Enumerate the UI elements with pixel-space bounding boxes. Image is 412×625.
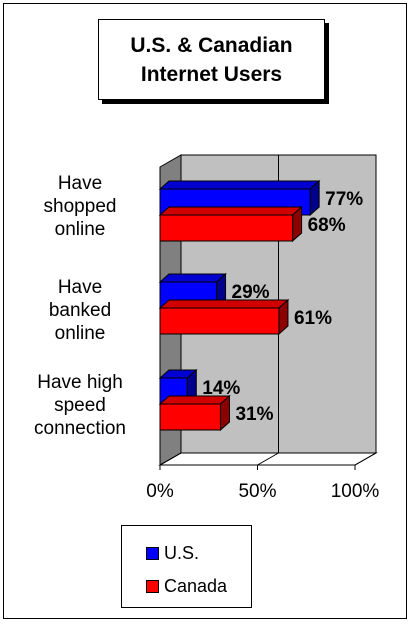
bar-shopped-canada-top <box>158 206 303 216</box>
category-label-shopped: Have shopped online <box>5 172 155 241</box>
floor-line-50 <box>257 452 279 466</box>
bar-banked-canada-top <box>158 299 290 309</box>
legend-item-canada: Canada <box>146 576 227 597</box>
chart-title: U.S. & Canadian Internet Users <box>98 19 325 100</box>
bar-high-speed-canada-label: 31% <box>235 404 273 425</box>
chart-title-part-1: U.S. & <box>130 33 193 57</box>
bar-shopped-canada-label: 68% <box>308 215 346 236</box>
bar-high-speed-canada-top <box>158 395 231 405</box>
category-label-banked-line-3: online <box>54 323 106 344</box>
category-label-shopped-line-1: Have <box>57 173 103 194</box>
legend: U.S. Canada <box>121 525 252 608</box>
legend-label-canada: Canada <box>164 576 228 596</box>
bar-banked-canada <box>159 307 280 335</box>
category-label-shopped-line-2: shopped <box>43 196 117 217</box>
bar-high-speed-us-label: 14% <box>202 378 240 399</box>
category-label-high-speed: Have high speed connection <box>5 371 155 440</box>
bar-shopped-us-label: 77% <box>325 189 363 210</box>
bar-high-speed-canada <box>159 403 221 431</box>
chart-title-part-2: Canadian <box>198 33 293 57</box>
category-label-high-speed-line-1: Have high <box>37 372 123 393</box>
category-label-banked-line-1: Have <box>57 277 103 298</box>
x-tick-label-50: 50% <box>238 481 276 502</box>
bar-shopped-us-top <box>158 180 321 190</box>
bar-shopped-canada <box>159 214 294 242</box>
x-tick-label-100: 100% <box>331 481 380 502</box>
category-label-high-speed-line-2: speed <box>54 395 106 416</box>
legend-item-us: U.S. <box>146 543 199 564</box>
category-label-banked-line-2: banked <box>48 300 112 321</box>
bar-banked-us-label: 29% <box>232 282 270 303</box>
bar-banked-us-top <box>158 273 227 283</box>
legend-swatch-us <box>146 547 159 560</box>
category-label-shopped-line-3: online <box>54 219 106 240</box>
legend-label-us: U.S. <box>164 543 200 563</box>
bar-banked-canada-label: 61% <box>294 308 332 329</box>
legend-swatch-canada <box>146 580 159 593</box>
floor-line-100 <box>354 452 377 466</box>
floor-line-0 <box>159 452 182 466</box>
chart-title-line-2: Internet Users <box>140 62 283 86</box>
category-label-high-speed-line-3: connection <box>34 418 126 439</box>
x-tick-label-0: 0% <box>146 481 174 502</box>
category-label-banked: Have banked online <box>5 276 155 345</box>
chart-title-line-1: U.S. & Canadian <box>130 31 292 60</box>
